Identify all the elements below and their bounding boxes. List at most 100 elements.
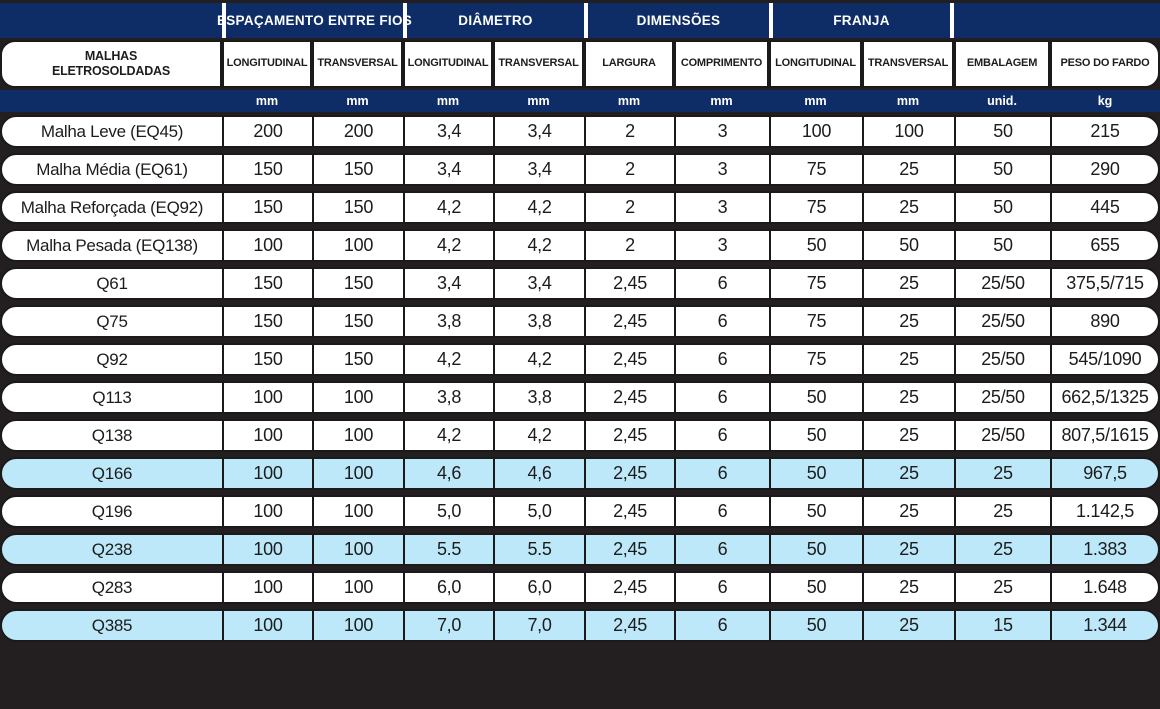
table-body: Malha Leve (EQ45) 200 200 3,4 3,4 2 3 100 100 50 2… (0, 115, 1160, 642)
table-row-malha-reforcada-eq92: Malha Reforçada (EQ92) 150 150 4,2 4,2 2 3 75 25… (0, 191, 1160, 224)
cell-q92-col4: 4,2 (495, 345, 586, 374)
cell-malha-leve-eq45-col6: 3 (676, 117, 771, 146)
cell-q113-col6: 6 (676, 383, 771, 412)
cell-q138-col4: 4,2 (495, 421, 586, 450)
row-label: Q75 (2, 307, 224, 336)
cell-q113-col3: 3,8 (405, 383, 495, 412)
cell-q61-col7: 75 (771, 269, 864, 298)
cell-q113-col7: 50 (771, 383, 864, 412)
column-header-comprimento-6: COMPRIMENTO (674, 40, 769, 88)
column-header-transversal-4: TRANSVERSAL (493, 40, 584, 88)
cell-q113-col9: 25/50 (956, 383, 1052, 412)
cell-q138-col7: 50 (771, 421, 864, 450)
cell-q61-col4: 3,4 (495, 269, 586, 298)
cell-q138-col3: 4,2 (405, 421, 495, 450)
group-header-dimensoes: DIMENSÕES (584, 3, 769, 38)
cell-q61-col5: 2,45 (586, 269, 676, 298)
cell-q283-col9: 25 (956, 573, 1052, 602)
cell-q92-col1: 150 (224, 345, 314, 374)
cell-q166-col7: 50 (771, 459, 864, 488)
row-label: Q92 (2, 345, 224, 374)
table-row-q113: Q113 100 100 3,8 3,8 2,45 6 50 25 25/50 662,5/1325 (0, 381, 1160, 414)
cell-q238-col1: 100 (224, 535, 314, 564)
cell-q92-col5: 2,45 (586, 345, 676, 374)
cell-q75-col1: 150 (224, 307, 314, 336)
cell-q92-col10: 545/1090 (1068, 349, 1142, 369)
cell-q238-col9: 25 (956, 535, 1052, 564)
group-header-franja: FRANJA (769, 3, 954, 38)
group-header-espacamento-entre-fios: ESPAÇAMENTO ENTRE FIOS (217, 3, 412, 38)
cell-q75-col6: 6 (676, 307, 771, 336)
cell-q75-col4: 3,8 (495, 307, 586, 336)
cell-malha-media-eq61-col9: 50 (956, 155, 1052, 184)
cell-malha-leve-eq45-col1: 200 (224, 117, 314, 146)
unit-mm-1: mm (255, 94, 279, 108)
cell-q92-col8: 25 (864, 345, 956, 374)
cell-q166-col3: 4,6 (405, 459, 495, 488)
cell-malha-pesada-eq138-col3: 4,2 (405, 231, 495, 260)
cell-q61-col8: 25 (864, 269, 956, 298)
cell-q75-col9: 25/50 (956, 307, 1052, 336)
cell-q238-col6: 6 (676, 535, 771, 564)
cell-q238-col10: 1.383 (1083, 539, 1127, 559)
table-row-malha-leve-eq45: Malha Leve (EQ45) 200 200 3,4 3,4 2 3 100 100 50 2… (0, 115, 1160, 148)
row-label: Q61 (2, 269, 224, 298)
table-row-q92: Q92 150 150 4,2 4,2 2,45 6 75 25 25/50 545/1090 (0, 343, 1160, 376)
column-header-largura-5: LARGURA (584, 40, 674, 88)
cell-malha-media-eq61-col6: 3 (676, 155, 771, 184)
cell-malha-pesada-eq138-col10: 655 (1090, 235, 1120, 255)
cell-q75-col2: 150 (314, 307, 405, 336)
row-label: Q283 (2, 573, 224, 602)
cell-q283-col4: 6,0 (495, 573, 586, 602)
cell-q61-col9: 25/50 (956, 269, 1052, 298)
cell-malha-pesada-eq138-col2: 100 (314, 231, 405, 260)
table-row-q385: Q385 100 100 7,0 7,0 2,45 6 50 25 15 1.344 (0, 609, 1160, 642)
table-row-malha-media-eq61: Malha Média (EQ61) 150 150 3,4 3,4 2 3 75 25 50 29… (0, 153, 1160, 186)
cell-q138-col8: 25 (864, 421, 956, 450)
cell-q385-col5: 2,45 (586, 611, 676, 640)
cell-q283-col5: 2,45 (586, 573, 676, 602)
cell-malha-reforcada-eq92-col10: 445 (1090, 197, 1120, 217)
table-row-q283: Q283 100 100 6,0 6,0 2,45 6 50 25 25 1.648 (0, 571, 1160, 604)
unit-kg-10: kg (1097, 94, 1113, 108)
cell-q196-col9: 25 (956, 497, 1052, 526)
table-row-malha-pesada-eq138: Malha Pesada (EQ138) 100 100 4,2 4,2 2 3 50 50 50… (0, 229, 1160, 262)
cell-q238-col2: 100 (314, 535, 405, 564)
cell-malha-reforcada-eq92-col4: 4,2 (495, 193, 586, 222)
cell-malha-media-eq61-col4: 3,4 (495, 155, 586, 184)
cell-q61-col10: 375,5/715 (1066, 273, 1144, 293)
row-label: Q196 (2, 497, 224, 526)
cell-q92-col3: 4,2 (405, 345, 495, 374)
column-header-longitudinal-1: LONGITUDINAL (222, 40, 312, 88)
cell-q283-col3: 6,0 (405, 573, 495, 602)
cell-q113-col4: 3,8 (495, 383, 586, 412)
cell-q113-col2: 100 (314, 383, 405, 412)
cell-q385-col1: 100 (224, 611, 314, 640)
cell-malha-reforcada-eq92-col5: 2 (586, 193, 676, 222)
column-header-longitudinal-7: LONGITUDINAL (769, 40, 862, 88)
table-row-q61: Q61 150 150 3,4 3,4 2,45 6 75 25 25/50 375,5/715 (0, 267, 1160, 300)
cell-q196-col10: 1.142,5 (1076, 501, 1134, 521)
cell-q113-col8: 25 (864, 383, 956, 412)
cell-q138-col6: 6 (676, 421, 771, 450)
cell-q75-col8: 25 (864, 307, 956, 336)
cell-malha-pesada-eq138-col8: 50 (864, 231, 956, 260)
cell-q238-col7: 50 (771, 535, 864, 564)
row-label: Q138 (2, 421, 224, 450)
cell-q92-col2: 150 (314, 345, 405, 374)
unit-mm-8: mm (896, 94, 920, 108)
cell-q385-col10: 1.344 (1083, 615, 1127, 635)
cell-malha-reforcada-eq92-col7: 75 (771, 193, 864, 222)
cell-malha-pesada-eq138-col4: 4,2 (495, 231, 586, 260)
cell-q92-col6: 6 (676, 345, 771, 374)
column-header-malhas-0: MALHAS ELETROSOLDADAS (0, 40, 222, 88)
cell-malha-leve-eq45-col2: 200 (314, 117, 405, 146)
cell-malha-reforcada-eq92-col3: 4,2 (405, 193, 495, 222)
cell-malha-reforcada-eq92-col1: 150 (224, 193, 314, 222)
cell-malha-pesada-eq138-col7: 50 (771, 231, 864, 260)
cell-q385-col4: 7,0 (495, 611, 586, 640)
cell-malha-leve-eq45-col5: 2 (586, 117, 676, 146)
cell-q238-col8: 25 (864, 535, 956, 564)
cell-q166-col10: 967,5 (1083, 463, 1127, 483)
table-row-q166: Q166 100 100 4,6 4,6 2,45 6 50 25 25 967,5 (0, 457, 1160, 490)
